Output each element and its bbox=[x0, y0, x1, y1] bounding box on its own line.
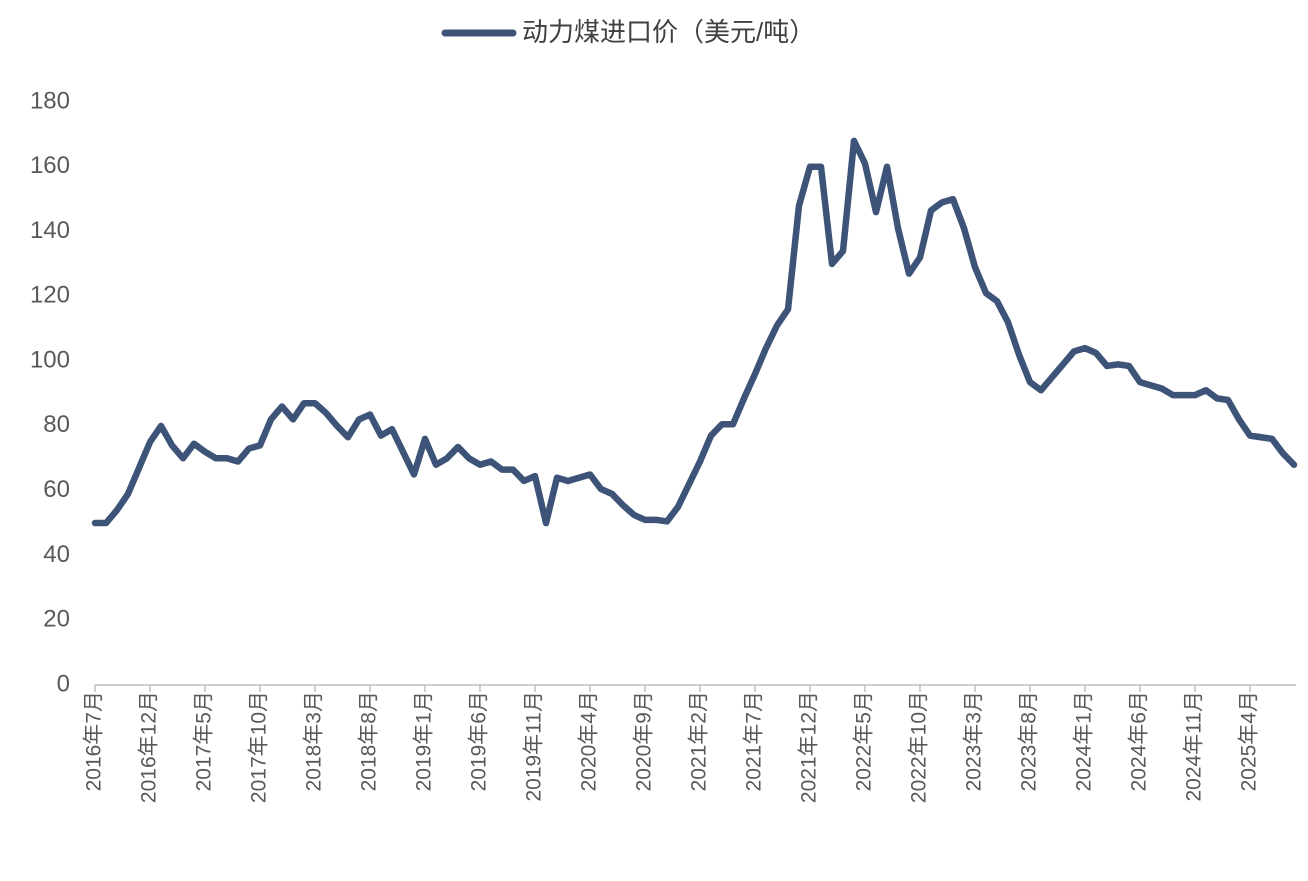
x-tick-label: 2022年5月 bbox=[853, 691, 876, 791]
x-tick-label: 2024年6月 bbox=[1128, 691, 1151, 791]
y-tick-label: 80 bbox=[43, 411, 70, 438]
x-tick-label: 2016年12月 bbox=[138, 691, 161, 803]
x-tick-label: 2025年4月 bbox=[1238, 691, 1261, 791]
x-tick-label: 2018年3月 bbox=[303, 691, 326, 791]
y-tick-label: 160 bbox=[30, 152, 70, 179]
x-tick-label: 2022年10月 bbox=[908, 691, 931, 803]
x-tick-label: 2018年8月 bbox=[358, 691, 381, 791]
x-tick-label: 2024年11月 bbox=[1183, 691, 1206, 802]
y-tick-label: 0 bbox=[57, 670, 70, 697]
x-tick-label: 2016年7月 bbox=[83, 691, 106, 791]
y-tick-label: 180 bbox=[30, 87, 70, 114]
x-tick-label: 2021年12月 bbox=[798, 691, 821, 803]
legend-label: 动力煤进口价（美元/吨） bbox=[522, 17, 815, 47]
x-tick-label: 2023年8月 bbox=[1018, 691, 1041, 791]
y-tick-label: 20 bbox=[43, 606, 70, 633]
y-tick-label: 140 bbox=[30, 217, 70, 244]
y-tick-label: 40 bbox=[43, 541, 70, 568]
x-tick-label: 2023年3月 bbox=[963, 691, 986, 791]
x-tick-label: 2021年7月 bbox=[743, 691, 766, 791]
x-tick-label: 2019年11月 bbox=[523, 691, 546, 802]
y-tick-label: 60 bbox=[43, 476, 70, 503]
x-tick-label: 2020年9月 bbox=[633, 691, 656, 791]
y-tick-label: 120 bbox=[30, 282, 70, 309]
x-tick-label: 2017年5月 bbox=[193, 691, 216, 791]
data-line bbox=[91, 137, 1298, 527]
x-tick-label: 2019年1月 bbox=[413, 691, 436, 791]
x-tick-label: 2021年2月 bbox=[688, 691, 711, 791]
x-tick-label: 2017年10月 bbox=[248, 691, 271, 803]
x-tick-label: 2024年1月 bbox=[1073, 691, 1096, 791]
y-tick-label: 100 bbox=[30, 346, 70, 373]
x-tick-label: 2020年4月 bbox=[578, 691, 601, 791]
x-tick-label: 2019年6月 bbox=[468, 691, 491, 791]
